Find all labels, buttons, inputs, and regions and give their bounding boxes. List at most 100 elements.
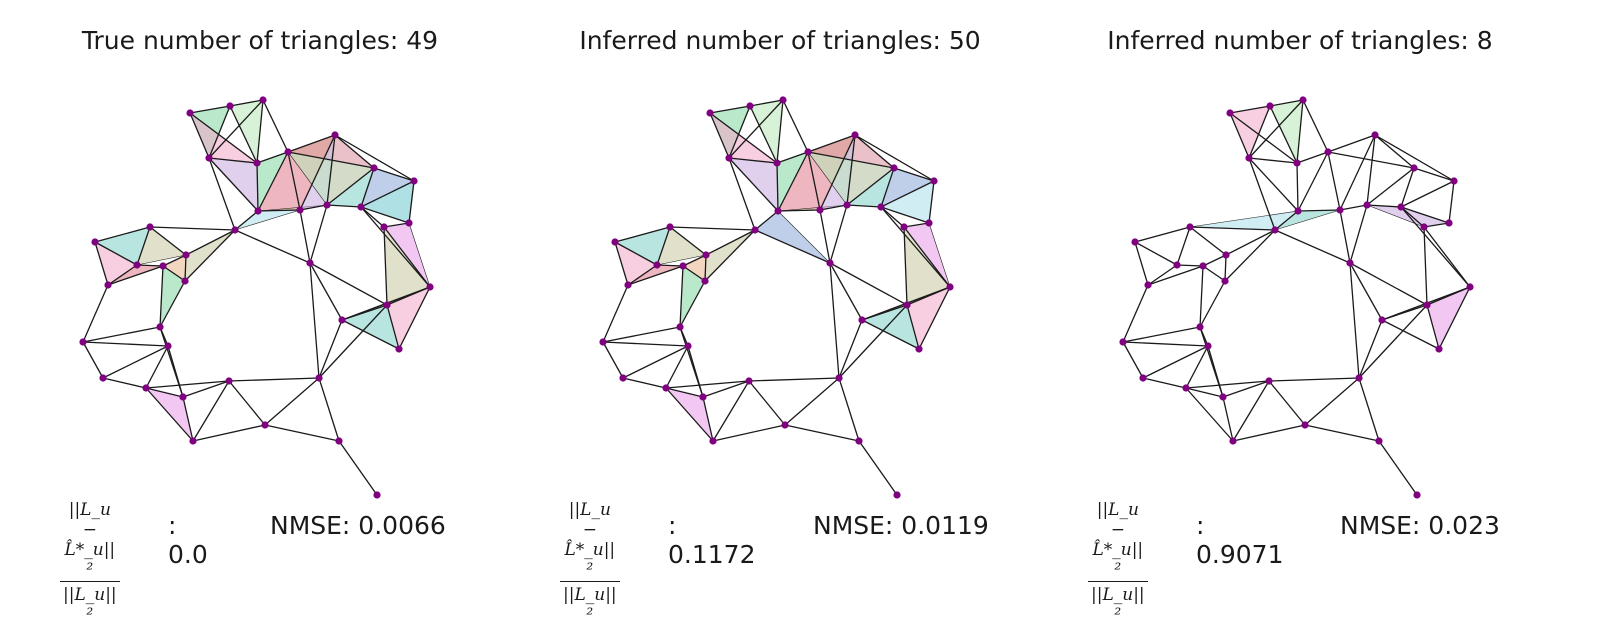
graph-node xyxy=(335,437,343,445)
graph-edge xyxy=(903,222,930,228)
graph-edge xyxy=(749,99,784,107)
graph-edge xyxy=(94,241,109,286)
graph-edge xyxy=(145,387,194,442)
graph-node xyxy=(653,261,661,269)
graph-edge xyxy=(728,157,756,231)
graph-node xyxy=(104,281,112,289)
graph-edge xyxy=(1366,204,1402,208)
graph-node xyxy=(254,207,262,215)
graph-node xyxy=(1196,323,1204,331)
graph-node xyxy=(1299,96,1307,104)
graph-edge xyxy=(1339,204,1368,211)
graph-edge xyxy=(669,226,756,231)
graph-edge xyxy=(1122,341,1144,379)
graph-node xyxy=(186,109,194,117)
graph-edge xyxy=(1358,319,1383,379)
graph-edge xyxy=(1358,377,1380,442)
graph-edge xyxy=(1134,241,1178,266)
graph-edge xyxy=(82,341,169,347)
graph-edge xyxy=(602,341,624,379)
graph-node xyxy=(773,159,781,167)
graph-edge xyxy=(229,105,258,164)
graph-edge xyxy=(149,226,236,231)
triangle-face xyxy=(1229,105,1271,159)
graph-node xyxy=(1324,148,1332,156)
fraction-denominator: ||L_u||² xyxy=(63,585,117,625)
graph-edge xyxy=(408,180,415,224)
graph-edge xyxy=(1185,345,1209,389)
graph-node xyxy=(91,238,99,246)
graph-edge xyxy=(928,180,935,224)
graph-edge xyxy=(777,209,821,212)
graph-edge xyxy=(903,226,908,306)
graph-edge xyxy=(854,134,895,169)
graph-edge xyxy=(1423,226,1471,288)
graph-edge xyxy=(373,167,415,182)
graph-edge xyxy=(880,167,895,208)
graph-edge xyxy=(257,151,289,212)
graph-edge xyxy=(748,380,786,426)
graph-edge xyxy=(669,226,707,256)
graph-edge xyxy=(1327,151,1415,169)
graph-edge xyxy=(341,304,388,321)
triangle-face xyxy=(234,209,301,231)
graph-edge xyxy=(702,396,714,442)
graph-node xyxy=(699,393,707,401)
graph-edge xyxy=(1374,134,1415,169)
graph-edge xyxy=(1202,254,1227,267)
graph-edge xyxy=(82,284,109,343)
graph-edge xyxy=(1296,99,1304,164)
graph-edge xyxy=(1413,167,1455,182)
graph-edge xyxy=(782,99,809,153)
graph-edge xyxy=(854,134,935,182)
graph-edge xyxy=(318,377,340,442)
graph-edge xyxy=(807,151,895,169)
residual-fraction: ||L_u − L̂*_u||² ||L_u||² xyxy=(1088,500,1148,625)
graph-edge xyxy=(107,265,164,286)
graph-edge xyxy=(1222,380,1270,398)
graph-edge xyxy=(614,241,629,286)
graph-node xyxy=(835,374,843,382)
graph-edge xyxy=(102,377,147,389)
graph-edge xyxy=(1189,226,1227,256)
graph-edge xyxy=(309,204,328,264)
graph-edge xyxy=(159,280,186,328)
graph-edge xyxy=(846,204,882,208)
panel-title: Inferred number of triangles: 8 xyxy=(1107,26,1493,55)
graph-node xyxy=(1219,393,1227,401)
graph-edge xyxy=(1229,112,1298,164)
graph-node xyxy=(619,374,627,382)
graph-node xyxy=(1375,437,1383,445)
graph-edge xyxy=(1423,226,1428,306)
graph-edge xyxy=(326,204,362,208)
graph-edge xyxy=(702,380,750,398)
graph-edge xyxy=(1224,229,1276,282)
graph-node xyxy=(1378,316,1386,324)
graph-edge xyxy=(777,151,809,212)
graph-node xyxy=(405,219,413,227)
graph-node xyxy=(338,316,346,324)
graph-edge xyxy=(318,304,388,379)
graph-edge xyxy=(1304,377,1360,426)
graph-edge xyxy=(149,226,187,256)
graph-edge xyxy=(1302,99,1329,153)
graph-edge xyxy=(228,380,266,426)
graph-edge xyxy=(709,112,778,164)
graph-node xyxy=(1346,259,1354,267)
graph-node xyxy=(1204,342,1212,350)
graph-edge xyxy=(299,134,336,211)
graph-node xyxy=(1186,223,1194,231)
graph-edge xyxy=(846,134,856,206)
graph-node xyxy=(1355,374,1363,382)
graph-edge xyxy=(326,167,375,206)
graph-edge xyxy=(189,112,210,159)
graph-edge xyxy=(682,265,706,282)
graph-edge xyxy=(264,424,340,442)
graph-edge xyxy=(1349,204,1368,264)
graph-edge xyxy=(665,345,689,389)
graph-edge xyxy=(754,229,831,264)
graph-node xyxy=(946,283,954,291)
graph-edge xyxy=(299,209,311,264)
graph-node xyxy=(1221,277,1229,285)
graph-edge xyxy=(665,380,750,389)
